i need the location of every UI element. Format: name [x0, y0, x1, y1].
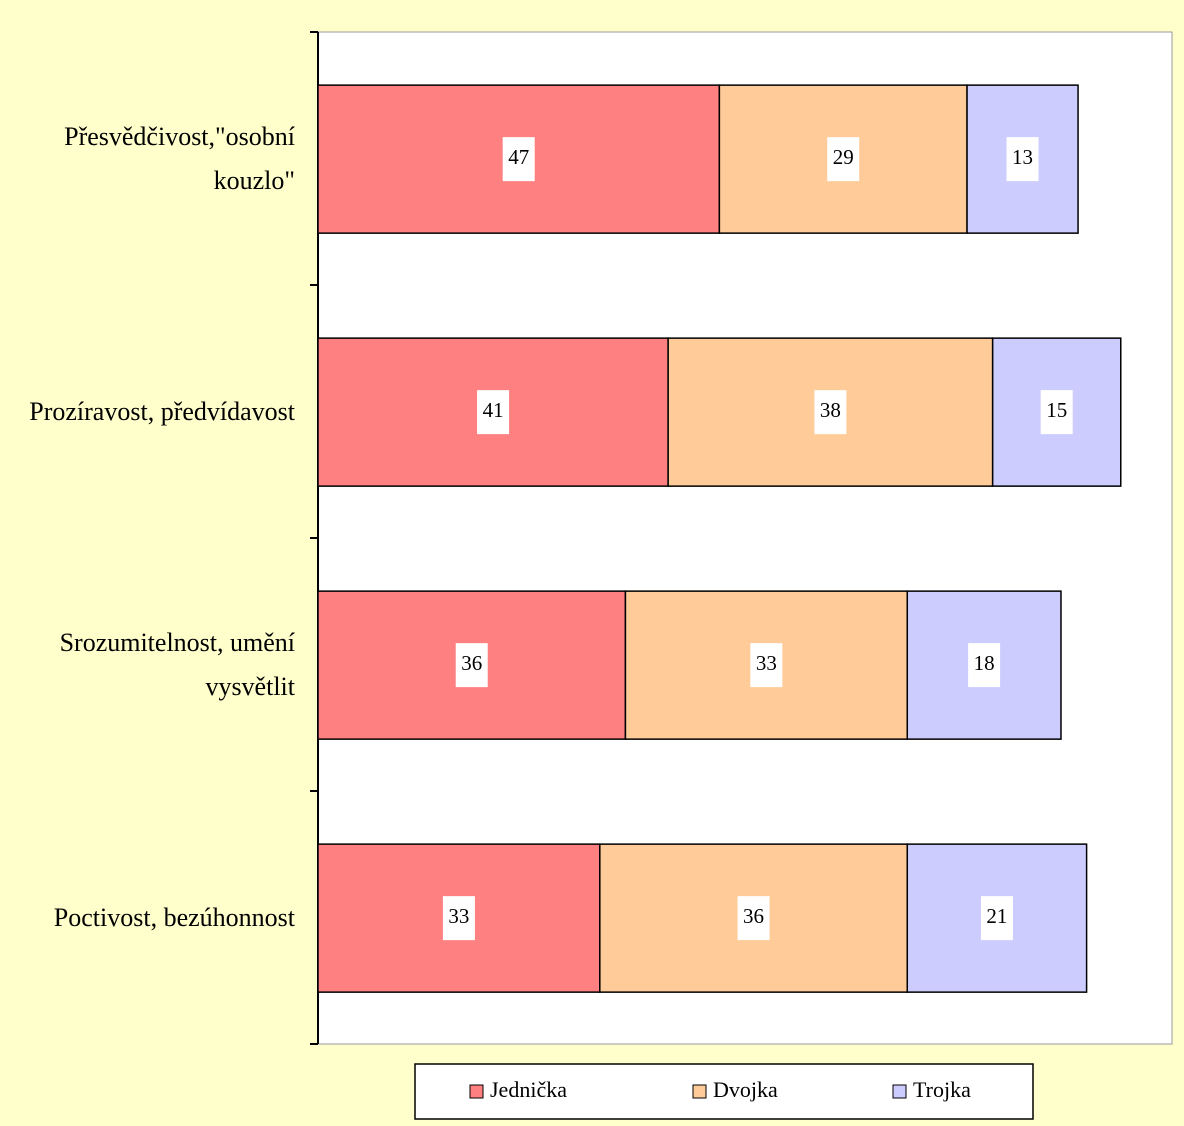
data-label-bg — [502, 137, 535, 182]
y-tick-label: Přesvědčivost,"osobní kouzlo" — [64, 121, 295, 195]
legend-swatch — [469, 1084, 484, 1099]
legend-label: Trojka — [913, 1077, 971, 1102]
data-label-bg — [814, 390, 847, 435]
data-label: 33 — [756, 651, 777, 675]
legend-swatch — [692, 1084, 707, 1099]
data-label-bg — [980, 896, 1013, 941]
data-label-bg — [1006, 137, 1039, 182]
data-label: 15 — [1046, 398, 1067, 422]
data-label: 47 — [508, 145, 529, 169]
data-label-bg — [968, 643, 1001, 688]
data-label: 21 — [986, 904, 1007, 928]
data-label-bg — [737, 896, 770, 941]
legend-swatch — [892, 1084, 907, 1099]
data-label-bg — [442, 896, 475, 941]
data-label: 38 — [820, 398, 841, 422]
y-tick-label: Poctivost, bezúhonnost — [53, 902, 295, 932]
data-label-bg — [477, 390, 510, 435]
data-label: 36 — [461, 651, 482, 675]
legend-label: Dvojka — [713, 1077, 778, 1102]
data-label-bg — [455, 643, 488, 688]
data-label: 18 — [974, 651, 995, 675]
data-label-bg — [750, 643, 783, 688]
data-label: 41 — [483, 398, 504, 422]
y-tick-label: Srozumitelnost, umění vysvětlit — [59, 627, 295, 701]
data-label: 13 — [1012, 145, 1033, 169]
data-label-bg — [1040, 390, 1073, 435]
legend-label: Jednička — [490, 1077, 567, 1102]
data-label: 29 — [833, 145, 854, 169]
y-tick-label: Prozíravost, předvídavost — [29, 396, 295, 426]
data-label-bg — [827, 137, 860, 182]
legend — [414, 1063, 1034, 1120]
data-label: 33 — [448, 904, 469, 928]
data-label: 36 — [743, 904, 764, 928]
